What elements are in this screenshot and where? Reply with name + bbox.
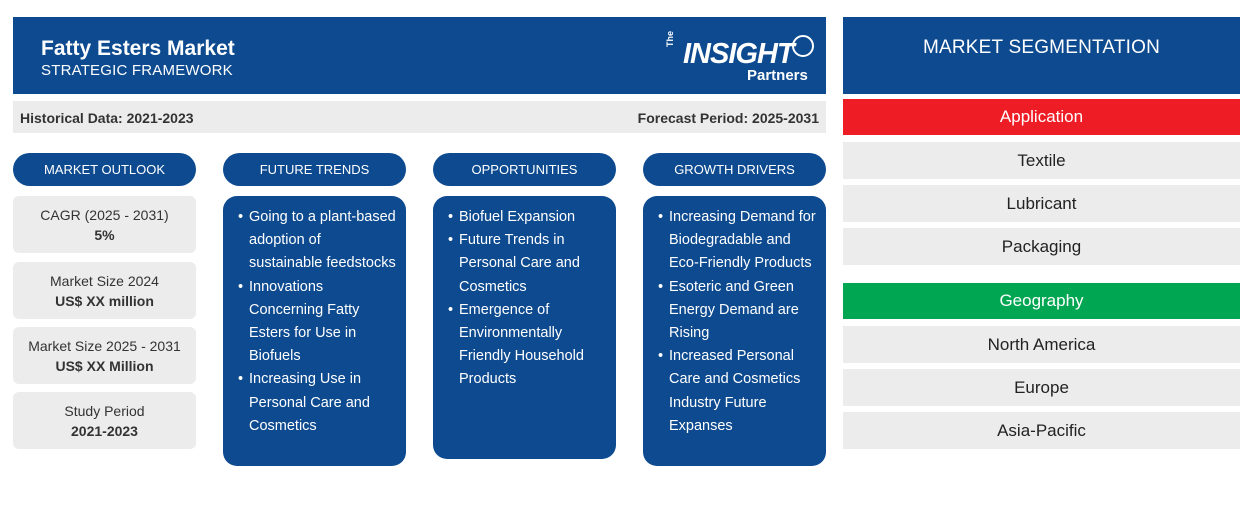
opportunity-item: Emergence of Environmentally Friendly Ho… [448,299,606,392]
opportunities-heading: OPPORTUNITIES [433,153,616,186]
cagr-value: 5% [94,227,115,243]
market-size-forecast-label: Market Size 2025 - 2031 [28,338,181,354]
period-bar: Historical Data: 2021-2023 Forecast Peri… [13,101,826,133]
growth-driver-item: Esoteric and Green Energy Demand are Ris… [658,276,816,346]
market-size-2024-value: US$ XX million [55,293,154,309]
logo-insight-text: INSIGHT [683,38,795,70]
historical-data: Historical Data: 2021-2023 [20,110,194,126]
framework-header: Fatty Esters Market STRATEGIC FRAMEWORK … [13,17,826,94]
future-trend-item: Going to a plant-based adoption of susta… [238,206,396,276]
opportunity-item: Future Trends in Personal Care and Cosme… [448,229,606,299]
logo-the-text: The [665,30,675,47]
growth-drivers-heading: GROWTH DRIVERS [643,153,826,186]
segment-application: Application [843,99,1240,135]
study-period-box: Study Period 2021-2023 [13,392,196,449]
growth-drivers-box: Increasing Demand for Biodegradable and … [643,196,826,466]
page-subtitle: STRATEGIC FRAMEWORK [41,62,233,79]
study-period-label: Study Period [64,403,145,419]
segment-item-lubricant: Lubricant [843,185,1240,222]
market-size-forecast-box: Market Size 2025 - 2031 US$ XX Million [13,327,196,384]
lightbulb-icon [792,35,814,57]
opportunity-item: Biofuel Expansion [448,206,606,229]
cagr-box: CAGR (2025 - 2031) 5% [13,196,196,253]
future-trend-item: Innovations Concerning Fatty Esters for … [238,276,396,369]
segment-item-textile: Textile [843,142,1240,179]
growth-driver-item: Increasing Demand for Biodegradable and … [658,206,816,276]
study-period-value: 2021-2023 [71,423,138,439]
insight-partners-logo: The INSIGHT Partners [665,31,815,85]
future-trends-heading: FUTURE TRENDS [223,153,406,186]
market-size-2024-box: Market Size 2024 US$ XX million [13,262,196,319]
market-outlook-heading: MARKET OUTLOOK [13,153,196,186]
segment-item-asia-pacific: Asia-Pacific [843,412,1240,449]
segment-item-packaging: Packaging [843,228,1240,265]
segment-item-europe: Europe [843,369,1240,406]
market-size-2024-label: Market Size 2024 [50,273,159,289]
future-trends-box: Going to a plant-based adoption of susta… [223,196,406,466]
cagr-label: CAGR (2025 - 2031) [40,207,169,223]
future-trend-item: Increasing Use in Personal Care and Cosm… [238,368,396,438]
segmentation-heading: MARKET SEGMENTATION [843,17,1240,94]
segment-geography: Geography [843,283,1240,319]
growth-driver-item: Increased Personal Care and Cosmetics In… [658,345,816,438]
page-title: Fatty Esters Market [41,37,235,60]
segment-item-north-america: North America [843,326,1240,363]
opportunities-box: Biofuel Expansion Future Trends in Perso… [433,196,616,459]
market-size-forecast-value: US$ XX Million [55,358,154,374]
forecast-period: Forecast Period: 2025-2031 [637,110,819,126]
logo-partners-text: Partners [747,67,808,84]
